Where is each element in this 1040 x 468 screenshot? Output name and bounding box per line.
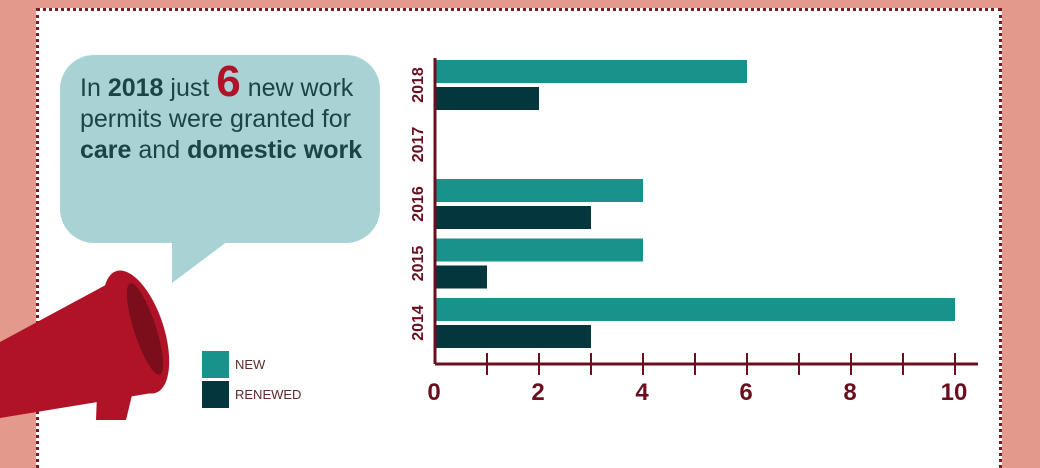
callout-text: In 2018 just 6 new work permits were gra… [80,60,380,166]
bar-renewed-2014 [435,325,591,348]
x-tick-label-0: 0 [427,379,440,406]
callout-prefix: In [80,74,101,102]
bar-new-2018 [435,60,747,83]
y-tick-label-2018: 2018 [410,67,427,103]
legend-swatch-new [202,350,229,378]
bar-new-2015 [435,238,643,262]
callout-number: 6 [216,57,241,106]
callout-year: 2018 [107,74,164,102]
bar-new-2014 [435,298,955,321]
y-tick-label-2014: 2014 [410,305,427,341]
callout-after-number: new work permits were granted for [80,74,354,133]
bar-renewed-2018 [435,87,539,110]
callout-bold-care: care [80,136,132,164]
x-tick-label-8: 8 [843,379,856,406]
x-tick-label-2: 2 [531,379,544,406]
x-tick-label-4: 4 [635,379,649,406]
speech-bubble [60,55,380,243]
legend-item-new: NEW [202,350,301,378]
bar-renewed-2016 [435,206,591,229]
y-tick-label-2017: 2017 [410,127,427,163]
legend-swatch-renewed [202,380,229,408]
legend: NEW RENEWED [202,350,301,410]
x-tick-label-10: 10 [941,379,968,406]
y-tick-label-2016: 2016 [410,186,427,222]
callout-mid: just [170,74,210,102]
legend-item-renewed: RENEWED [202,380,301,408]
callout-bold-domestic: domestic work [187,136,363,164]
bar-renewed-2015 [435,265,487,289]
callout-and: and [138,136,181,164]
legend-label-renewed: RENEWED [235,386,302,402]
legend-label-new: NEW [235,356,266,372]
bar-new-2016 [435,179,643,202]
x-tick-label-6: 6 [739,379,752,406]
y-tick-label-2015: 2015 [410,246,427,282]
